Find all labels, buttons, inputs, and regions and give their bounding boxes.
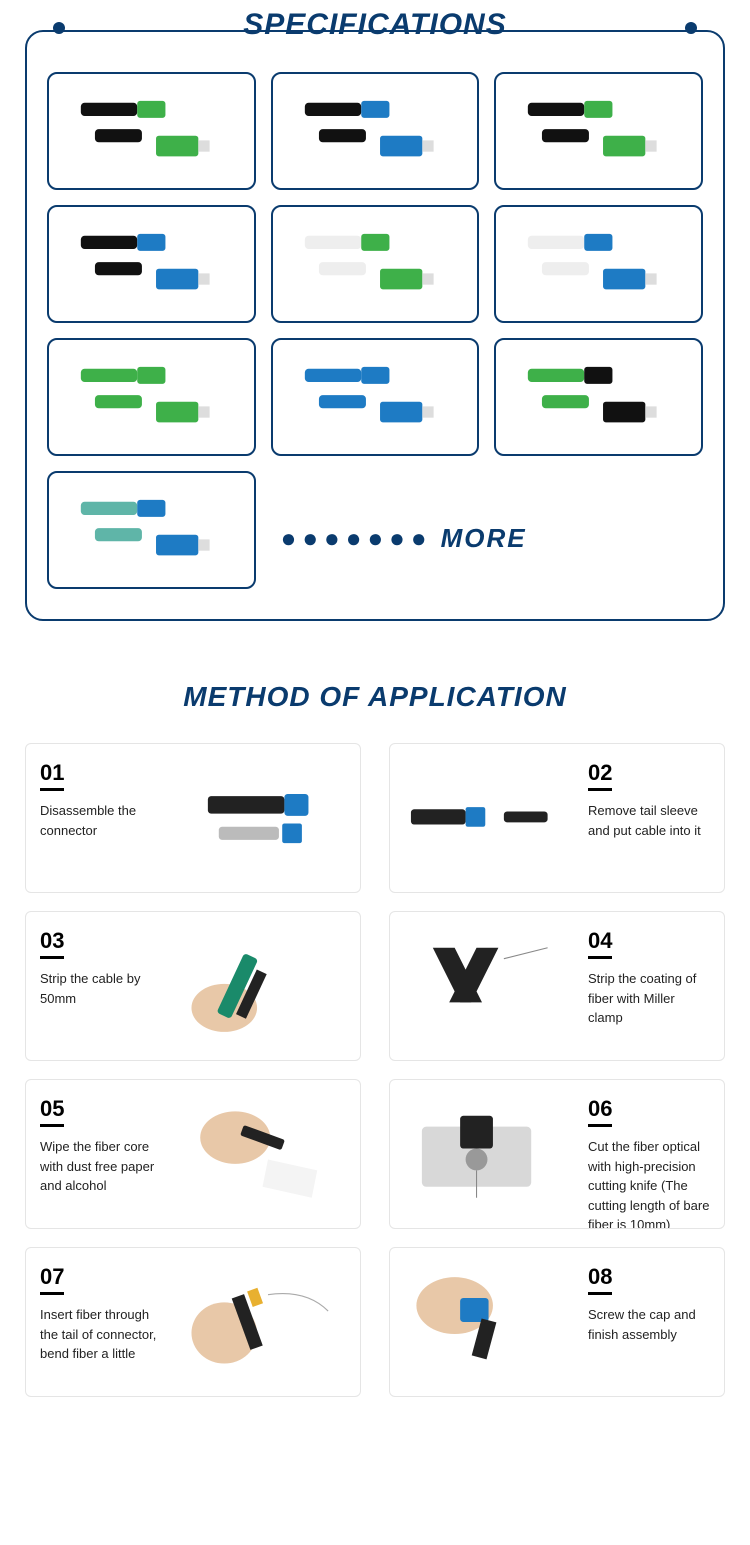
step-number: 04 (588, 928, 612, 959)
product-thumb[interactable] (271, 205, 480, 323)
product-thumb[interactable] (47, 205, 256, 323)
step-text-block: 05 Wipe the fiber core with dust free pa… (26, 1080, 176, 1228)
step-number: 02 (588, 760, 612, 791)
connector-icon (59, 483, 244, 577)
step-illustration-icon (186, 1090, 350, 1218)
step-number: 03 (40, 928, 64, 959)
connector-icon (506, 350, 691, 444)
connector-icon (283, 217, 468, 311)
step-card: 04 Strip the coating of fiber with Mille… (389, 911, 725, 1061)
connector-icon (59, 350, 244, 444)
product-thumb[interactable] (47, 471, 256, 589)
dot-left-icon (53, 22, 65, 34)
connector-icon (283, 84, 468, 178)
step-text-block: 04 Strip the coating of fiber with Mille… (574, 912, 724, 1060)
step-illustration-icon (400, 754, 564, 882)
connector-icon (59, 84, 244, 178)
step-number: 07 (40, 1264, 64, 1295)
step-text-block: 06 Cut the fiber optical with high-preci… (574, 1080, 724, 1228)
step-illustration-icon (400, 922, 564, 1050)
product-thumb[interactable] (47, 338, 256, 456)
step-description: Wipe the fiber core with dust free paper… (40, 1137, 162, 1196)
product-thumb[interactable] (271, 338, 480, 456)
step-card: 06 Cut the fiber optical with high-preci… (389, 1079, 725, 1229)
product-thumb[interactable] (271, 72, 480, 190)
step-image (176, 1080, 360, 1228)
spec-box: ●●●●●●● MORE (25, 30, 725, 621)
step-text-block: 02 Remove tail sleeve and put cable into… (574, 744, 724, 892)
step-illustration-icon (186, 1258, 350, 1386)
step-number: 06 (588, 1096, 612, 1127)
step-text-block: 07 Insert fiber through the tail of conn… (26, 1248, 176, 1396)
step-description: Cut the fiber optical with high-precisio… (588, 1137, 710, 1229)
spec-title-wrap: SPECIFICATIONS (25, 0, 725, 50)
step-illustration-icon (186, 922, 350, 1050)
more-label[interactable]: ●●●●●●● MORE (281, 523, 527, 589)
step-image (390, 1248, 574, 1396)
step-illustration-icon (400, 1258, 564, 1386)
connector-icon (283, 350, 468, 444)
step-number: 05 (40, 1096, 64, 1127)
step-card: 07 Insert fiber through the tail of conn… (25, 1247, 361, 1397)
step-image (390, 744, 574, 892)
thumb-grid (47, 72, 703, 456)
step-description: Screw the cap and finish assembly (588, 1305, 710, 1344)
step-card: 08 Screw the cap and finish assembly (389, 1247, 725, 1397)
connector-icon (506, 84, 691, 178)
steps-grid: 01 Disassemble the connector 02 Remove t… (25, 743, 725, 1397)
product-thumb[interactable] (494, 205, 703, 323)
step-text-block: 01 Disassemble the connector (26, 744, 176, 892)
product-thumb[interactable] (47, 72, 256, 190)
more-text: MORE (441, 523, 527, 553)
step-description: Strip the cable by 50mm (40, 969, 162, 1008)
ellipsis-icon: ●●●●●●● (281, 523, 433, 554)
step-illustration-icon (186, 754, 350, 882)
step-text-block: 03 Strip the cable by 50mm (26, 912, 176, 1060)
step-card: 01 Disassemble the connector (25, 743, 361, 893)
specifications-section: SPECIFICATIONS (0, 0, 750, 651)
step-image (176, 1248, 360, 1396)
product-thumb[interactable] (494, 338, 703, 456)
step-image (176, 912, 360, 1060)
more-row: ●●●●●●● MORE (47, 471, 703, 589)
step-number: 08 (588, 1264, 612, 1295)
step-image (176, 744, 360, 892)
step-card: 02 Remove tail sleeve and put cable into… (389, 743, 725, 893)
step-illustration-icon (400, 1090, 564, 1218)
method-section: METHOD OF APPLICATION 01 Disassemble the… (0, 651, 750, 1427)
step-card: 03 Strip the cable by 50mm (25, 911, 361, 1061)
connector-icon (506, 217, 691, 311)
dot-right-icon (685, 22, 697, 34)
step-description: Disassemble the connector (40, 801, 162, 840)
step-image (390, 912, 574, 1060)
step-card: 05 Wipe the fiber core with dust free pa… (25, 1079, 361, 1229)
step-text-block: 08 Screw the cap and finish assembly (574, 1248, 724, 1396)
product-thumb[interactable] (494, 72, 703, 190)
step-description: Strip the coating of fiber with Miller c… (588, 969, 710, 1028)
specifications-title: SPECIFICATIONS (243, 8, 506, 42)
step-image (390, 1080, 574, 1228)
method-title: METHOD OF APPLICATION (25, 681, 725, 713)
step-description: Insert fiber through the tail of connect… (40, 1305, 162, 1364)
step-description: Remove tail sleeve and put cable into it (588, 801, 710, 840)
step-number: 01 (40, 760, 64, 791)
connector-icon (59, 217, 244, 311)
